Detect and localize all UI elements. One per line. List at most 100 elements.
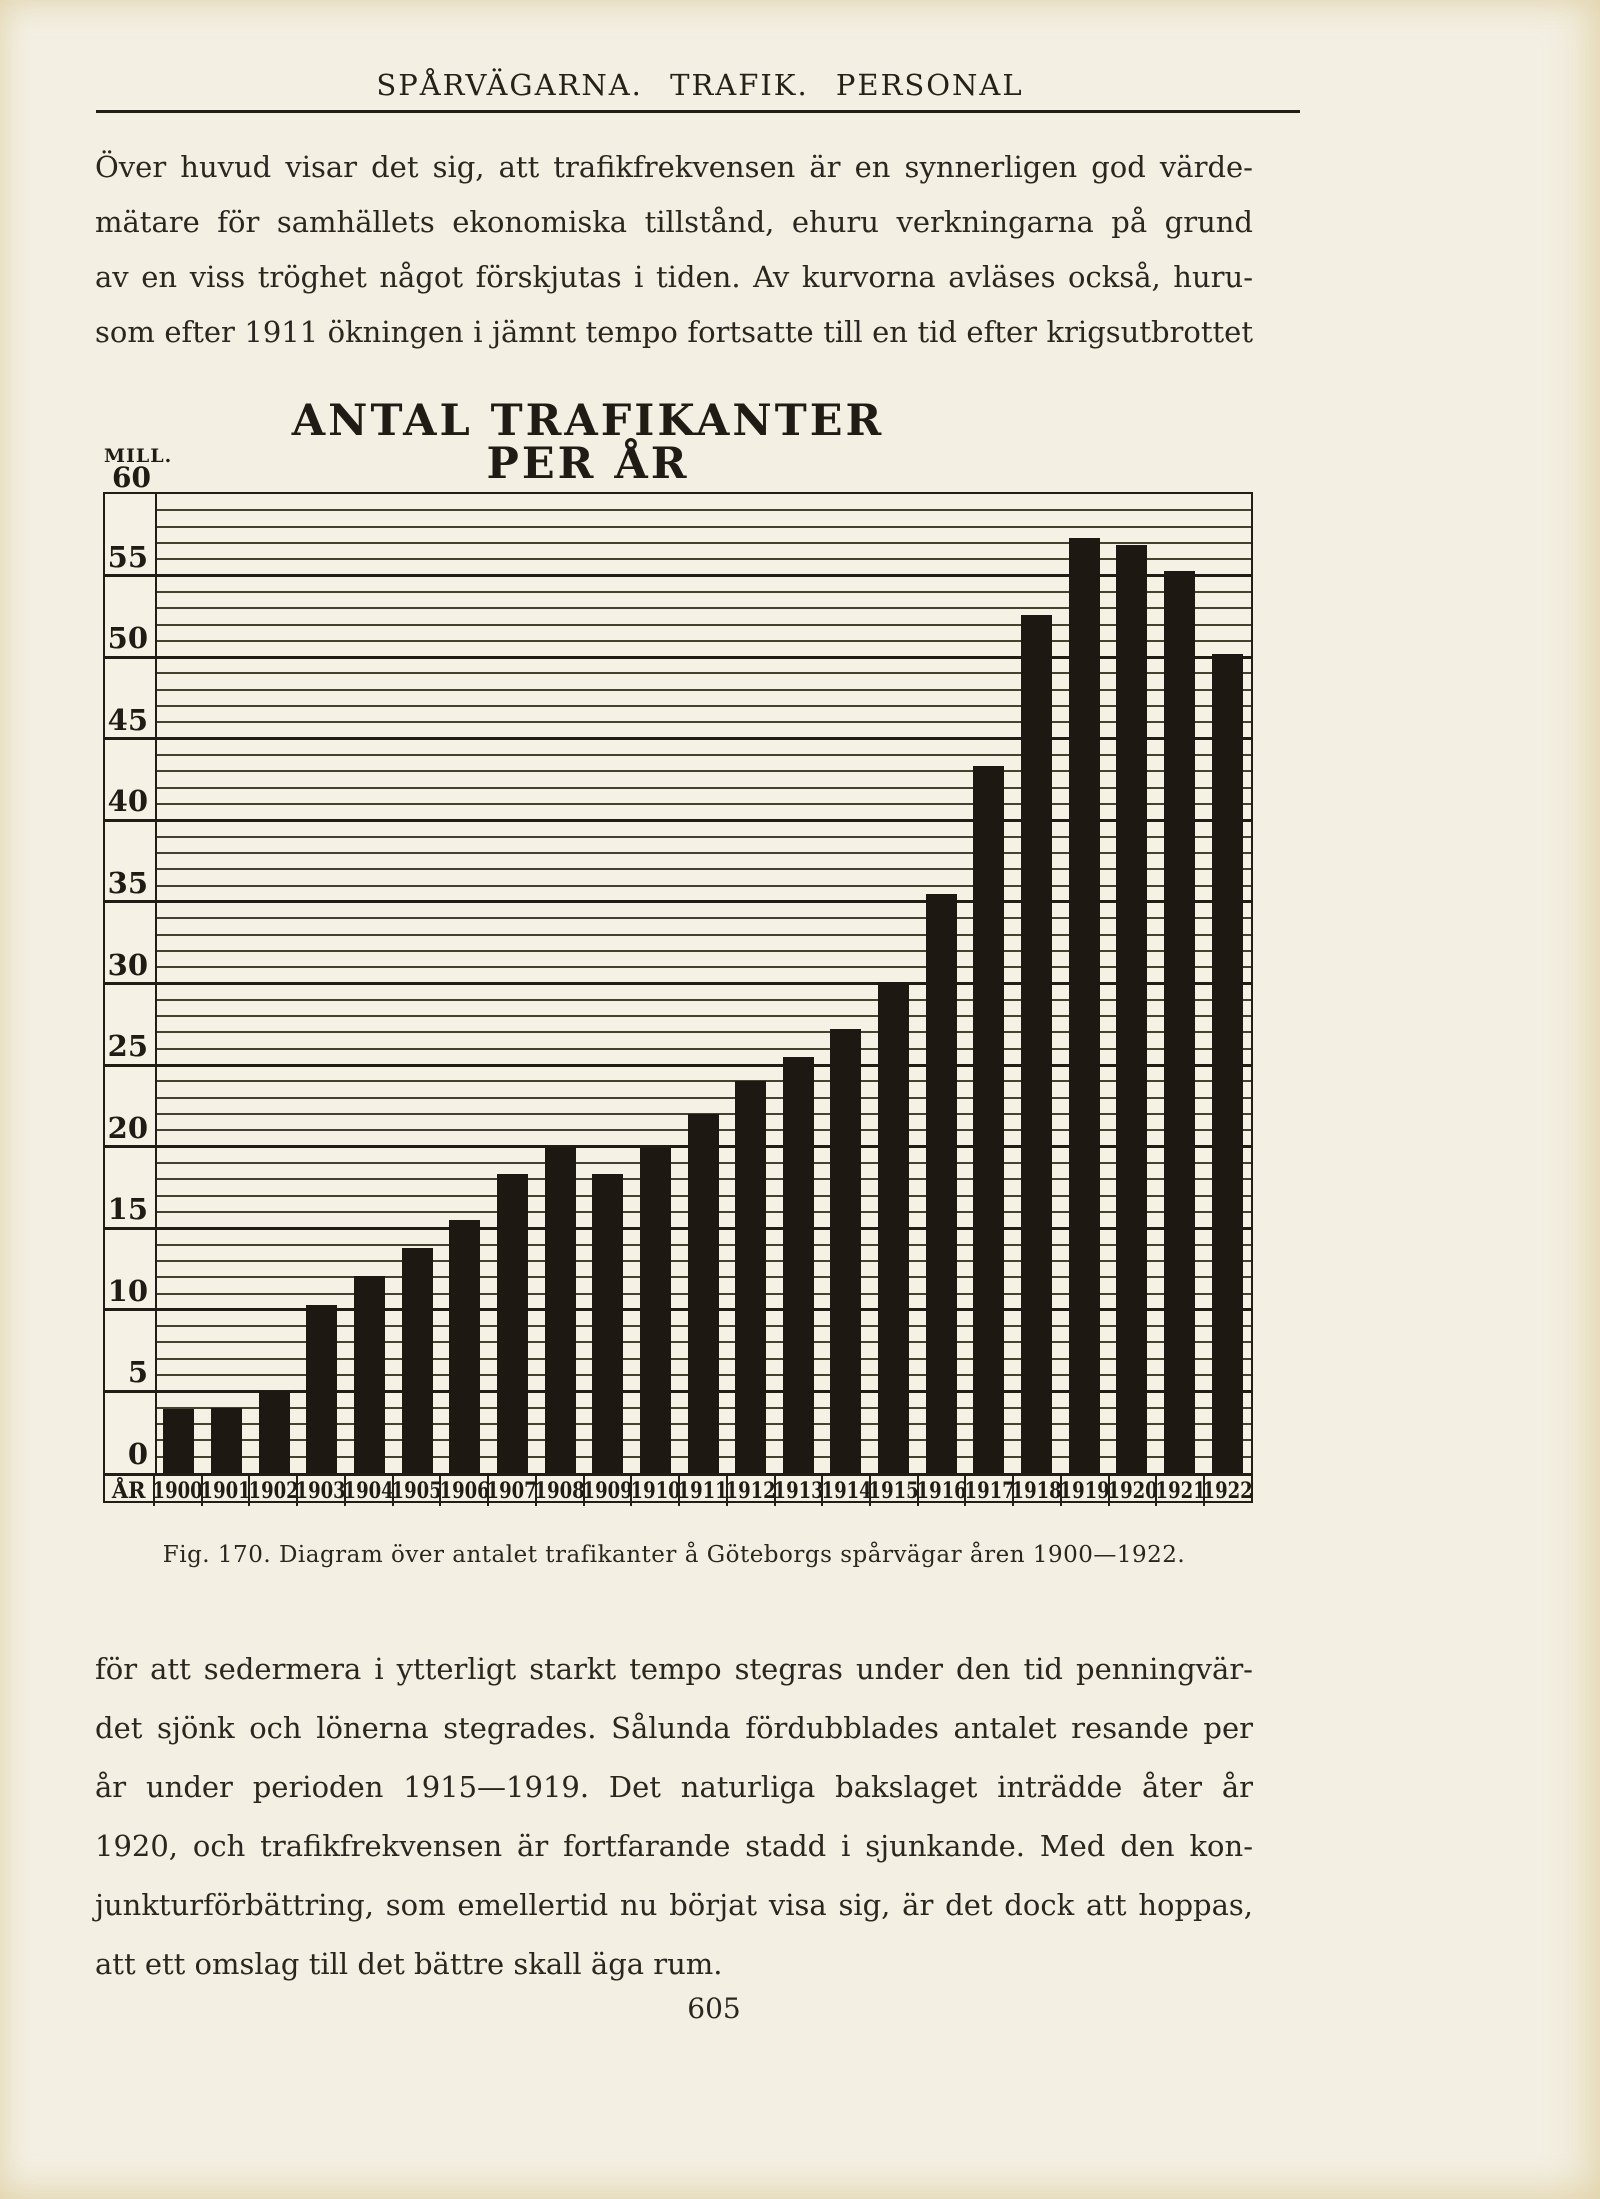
bar-1921 (1164, 571, 1196, 1473)
body-text-line: det sjönk och lönerna stegrades. Sålunda… (95, 1711, 1253, 1745)
year-label: 1922 (1205, 1478, 1251, 1504)
gridline-minor (155, 1015, 1251, 1018)
gridline-minor (155, 705, 1251, 708)
gridline-minor (155, 803, 1251, 806)
year-label: 1920 (1109, 1478, 1158, 1504)
year-label: 1900 (155, 1478, 203, 1504)
paragraph-bottom: för att sedermera i ytterligt starkt tem… (95, 1640, 1253, 1994)
year-label: 1908 (536, 1478, 585, 1504)
year-cell-1904: 1904 (346, 1476, 394, 1506)
bar-1909 (592, 1174, 624, 1473)
chart-plot-area: 5 10 15 20 25 30 35 40 45 50 55 0 (105, 494, 1251, 1473)
year-label: 1919 (1061, 1478, 1110, 1504)
figure-caption: Fig. 170. Diagram över antalet trafikant… (162, 1542, 1186, 1568)
bar-1901 (210, 1408, 242, 1473)
bar-1905 (401, 1248, 433, 1473)
year-cell-1906: 1906 (441, 1476, 490, 1506)
year-cell-1922: 1922 (1205, 1476, 1251, 1506)
gridline-minor (155, 672, 1251, 675)
page-number: 605 (687, 1992, 741, 2025)
year-label: 1910 (632, 1478, 681, 1504)
year-cell-1908: 1908 (537, 1476, 585, 1506)
body-text-line: mätare för samhällets ekonomiska tillstå… (95, 205, 1253, 239)
y-tick-label: 5 (127, 1355, 148, 1390)
year-cell-1909: 1909 (585, 1476, 633, 1506)
y-tick-label: 40 (107, 784, 148, 819)
bar-1903 (306, 1305, 338, 1473)
header-rule (96, 110, 1300, 113)
year-label: 1915 (871, 1478, 919, 1504)
bar-1919 (1068, 538, 1100, 1473)
gridline-major (105, 818, 1251, 822)
year-label: 1917 (966, 1478, 1015, 1504)
y-axis-column-divider (155, 494, 157, 1473)
gridline-minor (155, 1047, 1251, 1050)
y-tick-label: 15 (107, 1192, 148, 1227)
body-text-line: 1920, och trafikfrekvensen är fortfarand… (95, 1829, 1253, 1863)
gridline-major (105, 737, 1251, 741)
bar-1920 (1116, 545, 1148, 1473)
gridline-minor (155, 966, 1251, 969)
gridline-minor (155, 851, 1251, 854)
year-label: 1902 (250, 1478, 299, 1504)
gridline-minor (155, 525, 1251, 528)
bar-1904 (353, 1276, 385, 1473)
bar-1916 (925, 894, 957, 1473)
bar-1913 (782, 1057, 814, 1473)
x-axis-year-band: ÅR 1900 1901 1902 1903 1904 1905 1906 1907 1908 19… (105, 1473, 1251, 1506)
gridline-minor (155, 558, 1251, 561)
gridline-minor (155, 509, 1251, 512)
year-label: 1911 (680, 1478, 728, 1504)
x-axis-corner-label: ÅR (112, 1478, 146, 1504)
bar-1911 (687, 1114, 719, 1473)
bar-1917 (973, 766, 1005, 1473)
gridline-minor (155, 754, 1251, 757)
gridline-major (105, 1389, 1251, 1393)
gridline-major (105, 574, 1251, 578)
gridline-minor (155, 721, 1251, 724)
gridline-minor (155, 998, 1251, 1001)
paragraph-top: Över huvud visar det sig, att trafikfrek… (95, 140, 1253, 360)
year-label: 1907 (489, 1478, 537, 1504)
bar-1914 (830, 1029, 862, 1473)
year-label: 1912 (727, 1478, 776, 1504)
year-cell-1913: 1913 (776, 1476, 824, 1506)
gridline-minor (155, 590, 1251, 593)
bar-1910 (639, 1148, 671, 1473)
bar-1922 (1211, 654, 1243, 1473)
bar-1906 (449, 1220, 481, 1473)
bar-1907 (496, 1174, 528, 1473)
y-axis-max-label: 60 (112, 461, 151, 494)
y-tick-label: 30 (107, 947, 148, 982)
year-cell-1915: 1915 (871, 1476, 919, 1506)
gridline-minor (155, 949, 1251, 952)
year-cell-1905: 1905 (394, 1476, 442, 1506)
gridline-minor (155, 786, 1251, 789)
body-text-line: av en viss tröghet något förskjutas i ti… (95, 260, 1253, 294)
gridline-minor (155, 639, 1251, 642)
y-tick-label: 0 (127, 1437, 148, 1471)
y-tick-label: 50 (107, 621, 148, 656)
year-cell-1901: 1901 (203, 1476, 251, 1506)
bar-chart-figure: 5 10 15 20 25 30 35 40 45 50 55 0 ÅR 1900 1901 1902 190… (103, 492, 1253, 1506)
year-cell-1921: 1921 (1157, 1476, 1206, 1506)
body-text-line: junkturförbättring, som emellertid nu bö… (95, 1888, 1253, 1922)
gridline-minor (155, 1031, 1251, 1034)
y-tick-label: 55 (107, 539, 148, 574)
year-label: 1916 (918, 1478, 967, 1504)
year-cell-1911: 1911 (680, 1476, 728, 1506)
year-label: 1921 (1157, 1478, 1206, 1504)
year-label: 1901 (202, 1478, 251, 1504)
gridline-minor (155, 607, 1251, 610)
chart-title: ANTAL TRAFIKANTER PER ÅR (291, 396, 885, 489)
gridline-major (105, 1063, 1251, 1067)
y-tick-label: 25 (107, 1029, 148, 1064)
year-label: 1918 (1014, 1478, 1062, 1504)
year-label: 1914 (823, 1478, 872, 1504)
year-cell-1914: 1914 (823, 1476, 872, 1506)
gridline-minor (155, 541, 1251, 544)
gridline-major (105, 655, 1251, 659)
year-label: 1906 (441, 1478, 490, 1504)
running-head: SPÅRVÄGARNA. TRAFIK. PERSONAL (376, 68, 1024, 102)
